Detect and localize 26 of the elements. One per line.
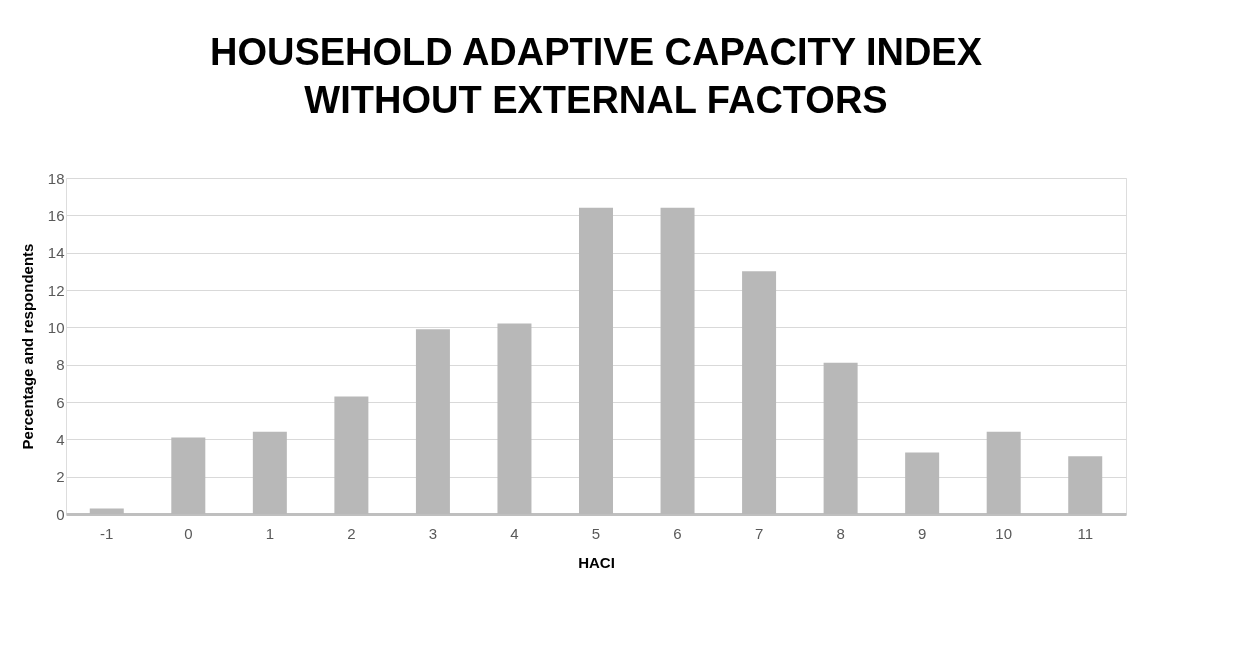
y-tick-label: 8 xyxy=(56,356,65,374)
x-tick-label: 7 xyxy=(754,524,764,542)
x-tick-label: 4 xyxy=(510,524,519,542)
x-tick-label: 3 xyxy=(428,524,438,542)
x-tick-label: 2 xyxy=(347,524,356,542)
y-tick-label: 16 xyxy=(47,206,65,224)
x-tick-label: 9 xyxy=(917,524,927,542)
x-tick-label: 6 xyxy=(673,524,682,542)
x-axis-title: HACI xyxy=(578,553,615,571)
x-tick-label: 1 xyxy=(265,524,275,542)
y-axis-title: Percentage and respondents xyxy=(18,243,36,450)
chart-title: HOUSEHOLD ADAPTIVE CAPACITY INDEX WITHOUT EXTERNAL FACTORS xyxy=(209,31,983,121)
x-tick-label: 10 xyxy=(995,524,1013,542)
x-tick-label: 5 xyxy=(591,524,601,542)
y-tick-label: 18 xyxy=(47,169,65,187)
y-tick-label: 2 xyxy=(56,468,65,486)
y-tick-label: 6 xyxy=(56,393,65,411)
y-tick-label: 0 xyxy=(56,505,65,523)
y-tick-label: 4 xyxy=(56,430,65,448)
y-tick-label: 14 xyxy=(47,244,65,262)
y-tick-label: 10 xyxy=(47,318,65,336)
x-tick-label: -1 xyxy=(100,524,114,542)
x-tick-label: 0 xyxy=(184,524,193,542)
x-tick-label: 11 xyxy=(1077,524,1094,542)
y-tick-label: 12 xyxy=(47,281,65,299)
x-tick-label: 8 xyxy=(836,524,845,542)
